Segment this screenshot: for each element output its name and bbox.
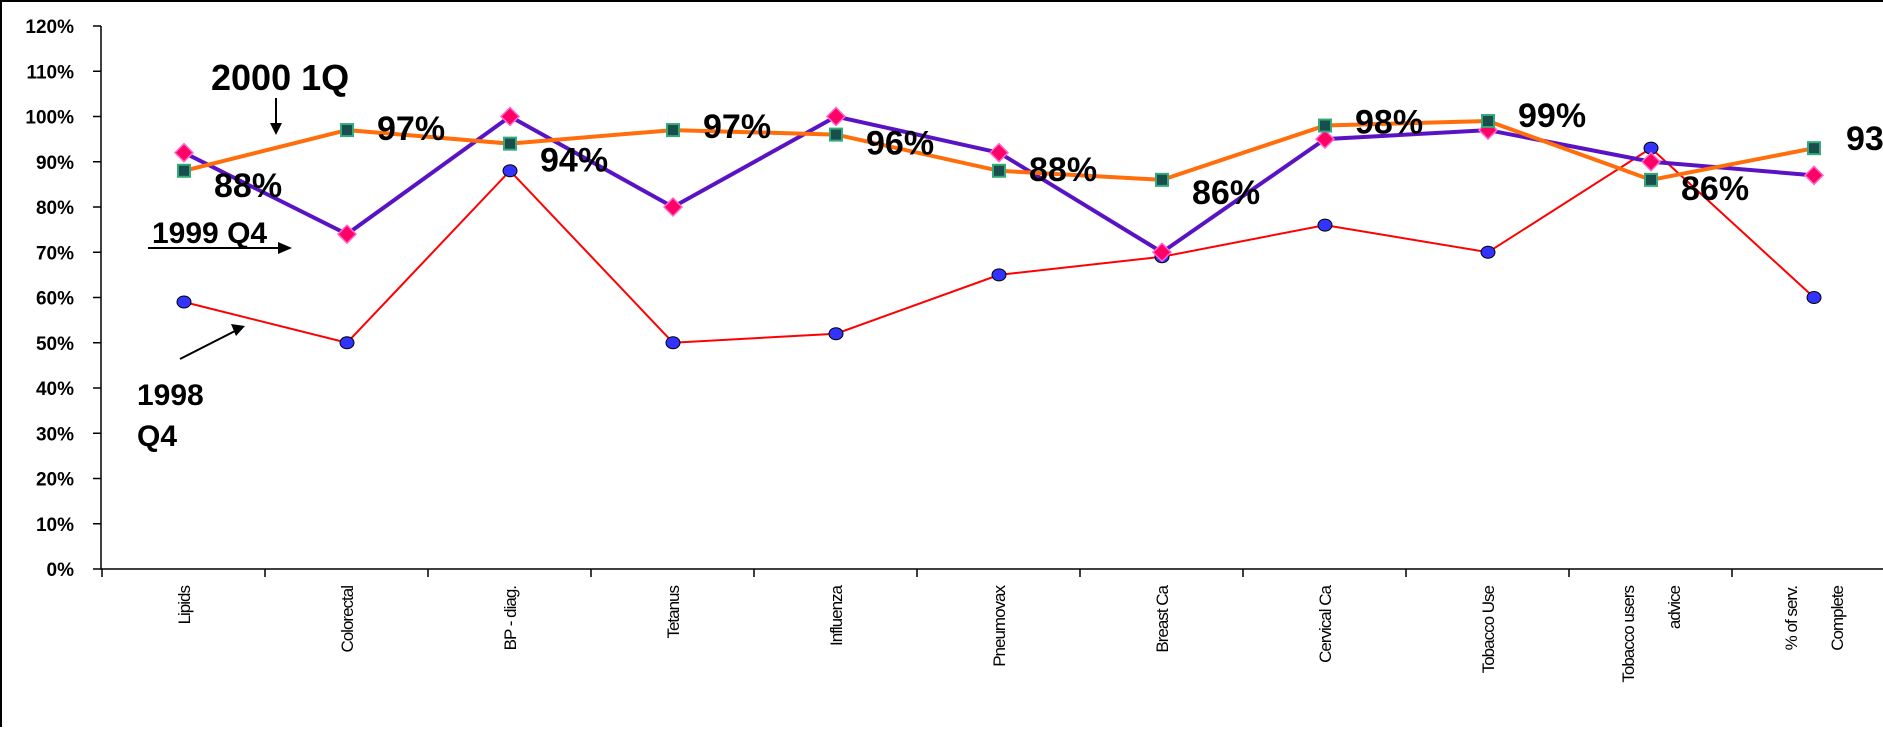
data-label: 88%	[214, 167, 282, 205]
data-point	[1806, 291, 1822, 304]
y-tick-label: 70%	[36, 243, 74, 264]
x-category-label-line: Tetanus	[664, 586, 683, 639]
data-point	[499, 106, 521, 127]
x-category-label-line: Tobacco users	[1619, 586, 1638, 683]
data-label: 98%	[1355, 104, 1423, 142]
data-point	[1318, 118, 1332, 133]
data-label: 86%	[1192, 174, 1260, 212]
series-layer	[173, 106, 1825, 350]
data-point	[1803, 165, 1825, 186]
y-tick-label: 60%	[36, 289, 74, 310]
x-category-label: Influenza	[827, 584, 846, 646]
y-tick-label: 90%	[36, 153, 74, 174]
y-tick-label: 100%	[25, 108, 74, 129]
x-category-label-line: % of serv.	[1782, 586, 1801, 651]
data-labels-layer: 88% 97% 94% 97% 96% 88% 86% 98% 99% 86% 93%	[214, 97, 1883, 212]
y-tick-label: 20%	[36, 470, 74, 491]
data-point	[173, 142, 195, 163]
data-point	[1807, 141, 1821, 156]
annotation-1998-q4: Q4	[137, 420, 177, 453]
data-point	[829, 127, 843, 142]
annotation-1998-q4-arrow-line	[179, 329, 238, 360]
annotation-2000-1q-arrowhead	[270, 123, 282, 135]
data-point	[991, 268, 1007, 282]
data-point	[992, 163, 1006, 178]
annotations-layer: 2000 1Q 1999 Q4 1998 Q4	[137, 57, 349, 453]
data-point	[176, 295, 192, 309]
data-label: 86%	[1681, 170, 1749, 208]
data-label: 96%	[866, 125, 934, 163]
annotation-2000-1q: 2000 1Q	[211, 57, 349, 98]
series-2	[177, 114, 1821, 187]
data-point	[1151, 242, 1173, 263]
x-category-label: Colorectal	[338, 586, 357, 653]
data-label: 99%	[1518, 97, 1586, 135]
data-label: 93%	[1846, 120, 1883, 158]
data-point	[828, 327, 844, 341]
x-category-label: Pneumovax	[990, 585, 1009, 667]
y-tick-label: 30%	[36, 424, 74, 445]
x-category-label: BP - diag.	[501, 586, 520, 651]
y-tick-label: 40%	[36, 379, 74, 400]
data-point	[1640, 151, 1662, 172]
annotation-1998-q4-arrowhead	[231, 324, 245, 336]
annotation-1999-q4-arrowhead	[278, 242, 292, 254]
data-point	[825, 106, 847, 127]
data-point	[1317, 218, 1333, 232]
data-point	[1481, 114, 1495, 129]
x-category-label-line: advice	[1665, 585, 1684, 629]
series-0	[176, 141, 1822, 350]
data-point	[502, 164, 518, 178]
y-tick-label: 80%	[36, 198, 74, 219]
y-tick-label: 0%	[47, 560, 75, 581]
data-point	[662, 196, 684, 218]
x-category-label-line: Cervical Ca	[1316, 584, 1335, 662]
x-category-label-line: Complete	[1828, 585, 1847, 650]
x-category-label: Tobacco users advice	[1619, 585, 1684, 682]
data-point	[665, 336, 681, 350]
data-point	[340, 123, 354, 138]
y-tick-label: 10%	[36, 515, 74, 536]
x-category-label-line: Tobacco Use	[1479, 585, 1498, 673]
x-category-label: Tetanus	[664, 586, 683, 639]
y-tick-label: 110%	[26, 62, 74, 83]
y-tick-label: 50%	[36, 334, 74, 355]
x-category-label: Tobacco Use	[1479, 585, 1498, 673]
x-category-label-line: Pneumovax	[990, 585, 1009, 667]
data-label: 97%	[703, 108, 771, 146]
x-category-label: Breast Ca	[1153, 584, 1172, 652]
x-category-label-line: Breast Ca	[1153, 584, 1172, 652]
data-point	[503, 136, 517, 151]
data-point	[988, 142, 1010, 163]
x-category-label: Cervical Ca	[1316, 584, 1335, 662]
data-point	[1155, 172, 1169, 187]
y-tick-label: 120%	[25, 17, 74, 38]
data-point	[1314, 129, 1336, 150]
x-category-label-line: BP - diag.	[501, 586, 520, 651]
data-point	[336, 224, 358, 245]
axes: 0% 10% 20% 30% 40% 50% 60% 70% 80% 90% 100% 110% 120…	[25, 17, 1883, 683]
x-category-label-line: Lipids	[175, 586, 194, 625]
data-label: 88%	[1029, 151, 1097, 189]
data-point	[1480, 245, 1496, 259]
annotation-1998: 1998	[137, 379, 204, 412]
annotation-1999-q4: 1999 Q4	[152, 217, 267, 250]
x-category-label: % of serv. Complete	[1782, 585, 1847, 650]
data-point	[1644, 172, 1658, 187]
data-label: 94%	[540, 142, 608, 180]
data-point	[666, 123, 680, 138]
x-category-label: Lipids	[175, 586, 194, 625]
data-point	[177, 163, 191, 178]
x-category-label-line: Influenza	[827, 584, 846, 646]
data-point	[339, 336, 355, 350]
data-label: 97%	[377, 110, 445, 148]
x-category-label-line: Colorectal	[338, 586, 357, 653]
